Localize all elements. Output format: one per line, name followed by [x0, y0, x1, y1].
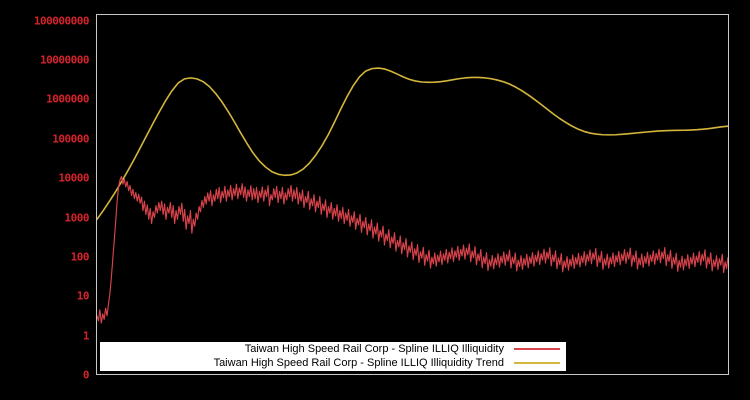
- y-axis-tick-label: 1000000: [46, 92, 89, 106]
- y-axis-tick-label: 10000000: [40, 53, 89, 67]
- legend-color-swatch: [514, 348, 560, 350]
- plot-area: [96, 14, 729, 375]
- legend-item-label: Taiwan High Speed Rail Corp - Spline ILL…: [244, 343, 504, 355]
- y-axis-tick-label: 100000: [52, 132, 89, 146]
- legend-item: Taiwan High Speed Rail Corp - Spline ILL…: [100, 342, 566, 356]
- chart-svg: [97, 67, 728, 324]
- chart-legend: Taiwan High Speed Rail Corp - Spline ILL…: [100, 342, 566, 371]
- y-axis-tick-labels: 100000000 10000000 1000000 100000 10000 1000 1…: [0, 0, 90, 400]
- series-line-trend: [97, 67, 728, 221]
- y-axis-tick-label: 100000000: [33, 14, 90, 27]
- y-axis-tick-label: 10000: [58, 171, 89, 185]
- series-line-illiquidity: [97, 175, 728, 324]
- y-axis-tick-label: 10: [76, 289, 90, 303]
- y-axis-tick-label: 100: [70, 250, 90, 264]
- legend-item: Taiwan High Speed Rail Corp - Spline ILL…: [100, 356, 566, 370]
- legend-color-swatch: [514, 362, 560, 364]
- y-axis-tick-label: 1: [82, 329, 90, 343]
- y-axis-tick-label: 1000: [64, 211, 90, 224]
- legend-item-label: Taiwan High Speed Rail Corp - Spline ILL…: [213, 357, 504, 369]
- y-axis-tick-label: 0: [82, 368, 90, 382]
